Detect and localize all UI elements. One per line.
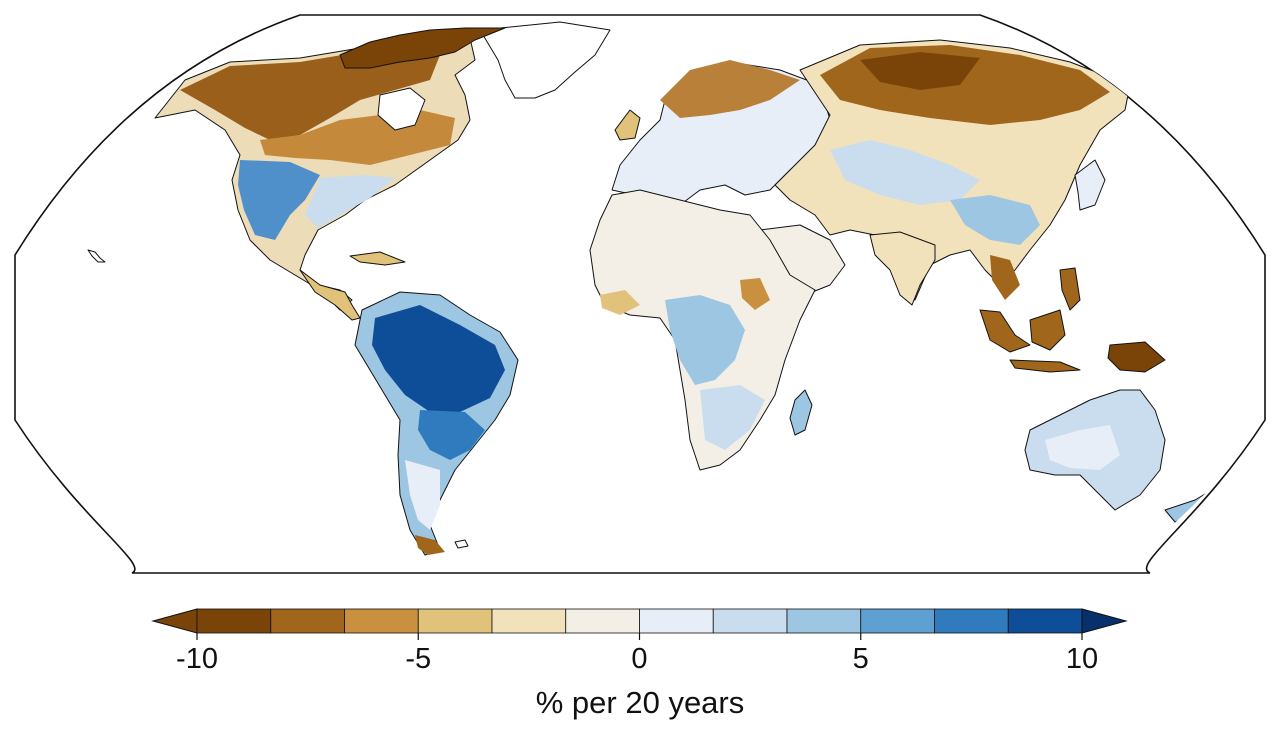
- amazon-wetting: [372, 305, 505, 412]
- landmass-new-guinea: [1107, 341, 1166, 373]
- australia-interior: [1045, 425, 1120, 470]
- patagonia: [405, 460, 440, 530]
- colorbar-tick-label: 0: [631, 643, 648, 675]
- colorbar-segment: [344, 608, 419, 634]
- tierra-del-fuego: [415, 535, 445, 555]
- colorbar-segment: [565, 608, 640, 634]
- colorbar-segment: [639, 608, 714, 634]
- scandinavia-drying: [660, 60, 800, 118]
- colorbar-extend-low: [151, 608, 198, 634]
- colorbar-tick-label: 5: [852, 643, 869, 675]
- canada-drying: [180, 45, 440, 140]
- falklands: [454, 539, 469, 549]
- ethiopia-drying: [740, 278, 770, 310]
- colorbar-segment: [786, 608, 862, 634]
- colorbar-segment: [712, 608, 788, 634]
- caribbean-islands: [349, 251, 406, 266]
- colorbar-segment: [270, 608, 345, 634]
- central-asia-wetting: [830, 140, 980, 205]
- colorbar-tick-label: -5: [405, 643, 432, 675]
- central-africa-wetting: [665, 295, 745, 385]
- west-africa-drying: [600, 290, 640, 315]
- arctic-islands: [339, 27, 506, 69]
- landmass-philippines: [1059, 267, 1081, 311]
- sw-us-wetting: [238, 160, 320, 240]
- colorbar-tick-label: -10: [176, 643, 218, 675]
- landmass-greenland: [479, 21, 611, 99]
- uk: [614, 109, 641, 141]
- colorbar-segment: [860, 608, 935, 634]
- colorbar-segment: [417, 608, 493, 634]
- hudson-bay: [377, 87, 426, 131]
- southeast-africa-wetting: [700, 385, 765, 450]
- colorbar-segment: [491, 608, 567, 634]
- china-wetting: [950, 195, 1040, 245]
- landmass-java: [1009, 359, 1081, 373]
- landmass-indonesia: [979, 309, 1031, 353]
- landmass-india: [869, 231, 936, 306]
- colorbar-extend-high: [1081, 608, 1128, 634]
- colorbar-tick-label: 10: [1065, 643, 1099, 675]
- colorbar-segment: [1007, 608, 1083, 634]
- colorbar: [151, 608, 1128, 640]
- landmass-japan: [1074, 159, 1106, 211]
- east-us-wetting: [305, 175, 395, 228]
- north-siberia-deep: [860, 52, 980, 90]
- colorbar-label: % per 20 years: [535, 685, 745, 720]
- landmass-madagascar: [789, 389, 813, 436]
- landmass-borneo: [1029, 309, 1066, 351]
- hawaii-islands: [87, 249, 106, 263]
- colorbar-segment: [196, 608, 272, 634]
- brazil-wetting: [418, 410, 485, 460]
- southeast-asia-drying: [990, 255, 1020, 300]
- colorbar-segment: [934, 608, 1009, 634]
